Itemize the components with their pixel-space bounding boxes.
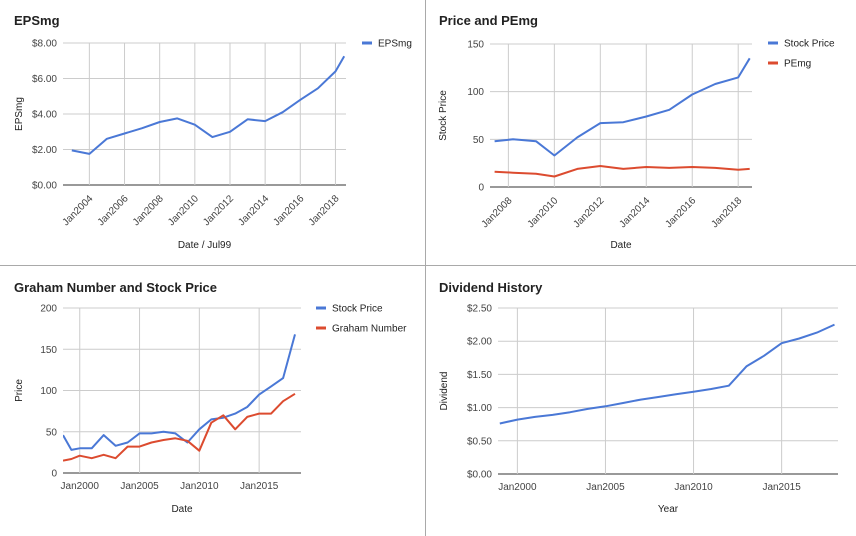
x-tick-label: Jan2012 — [201, 193, 236, 228]
chart-title: Price and PEmg — [439, 13, 538, 28]
x-tick-label: Jan2014 — [617, 195, 652, 230]
dividend-chart-panel: Dividend History $0.00 $0.50 $1.00 $1.50 $2.0… — [426, 266, 856, 536]
y-tick-label: $0.00 — [467, 470, 492, 481]
price-pe-chart: Price and PEmg 0 50 100 150 Jan2008 Jan2010 Jan… — [438, 13, 835, 251]
graham-chart: Graham Number and Stock Price 0 50 100 150 20… — [14, 280, 407, 515]
y-tick-label: $2.50 — [467, 304, 492, 315]
x-tick-label: Jan2008 — [131, 193, 166, 228]
chart-title: Dividend History — [439, 280, 543, 295]
y-tick-label: 0 — [478, 183, 484, 194]
price-pe-chart-panel: Price and PEmg 0 50 100 150 Jan2008 Jan2010 Jan… — [426, 0, 856, 265]
x-tick-label: Jan2010 — [526, 195, 561, 230]
x-tick-label: Jan2000 — [61, 481, 100, 492]
y-tick-label: 100 — [467, 87, 484, 98]
x-tick-label: Jan2015 — [240, 481, 279, 492]
x-tick-label: Jan2005 — [586, 482, 625, 493]
legend-label: PEmg — [784, 59, 811, 70]
x-tick-label: Jan2016 — [272, 193, 307, 228]
x-axis-title: Date — [171, 504, 193, 515]
y-tick-label: $6.00 — [32, 74, 57, 85]
legend-label: Stock Price — [784, 39, 835, 50]
x-tick-label: Jan2010 — [180, 481, 219, 492]
x-tick-label: Jan2000 — [498, 482, 537, 493]
y-tick-label: $1.50 — [467, 370, 492, 381]
x-tick-label: Jan2008 — [480, 195, 515, 230]
series-line-pemg — [494, 165, 750, 178]
y-tick-label: 100 — [40, 386, 57, 397]
x-axis-title: Date — [610, 240, 632, 251]
x-axis-title: Date / Jul99 — [178, 240, 232, 251]
x-tick-label: Jan2004 — [61, 193, 96, 228]
chart-title: EPSmg — [14, 13, 60, 28]
y-tick-label: 200 — [40, 304, 57, 315]
chart-title: Graham Number and Stock Price — [14, 280, 217, 295]
x-tick-label: Jan2018 — [307, 193, 342, 228]
graham-chart-panel: Graham Number and Stock Price 0 50 100 150 20… — [0, 266, 425, 536]
x-tick-label: Jan2015 — [762, 482, 801, 493]
y-tick-label: 150 — [40, 345, 57, 356]
y-tick-label: $8.00 — [32, 39, 57, 50]
series-line-stock-price — [63, 334, 296, 451]
legend-label: EPSmg — [378, 39, 412, 50]
series-line-dividend — [499, 323, 835, 425]
y-tick-label: $2.00 — [467, 337, 492, 348]
x-tick-label: Jan2012 — [572, 195, 607, 230]
horizontal-divider — [0, 265, 856, 266]
x-tick-label: Jan2018 — [709, 195, 744, 230]
y-tick-label: 50 — [46, 427, 58, 438]
legend-label: Stock Price — [332, 304, 383, 315]
vertical-divider — [425, 0, 426, 536]
y-tick-label: $1.00 — [467, 403, 492, 414]
series-line-graham-number — [63, 392, 296, 462]
eps-chart-panel: EPSmg $0.00 $2.00 $4.00 $6.00 $8.00 Jan2004 Jan… — [0, 0, 425, 265]
y-axis-title: EPSmg — [14, 97, 25, 131]
y-axis-title: Price — [14, 379, 25, 402]
x-tick-label: Jan2016 — [663, 195, 698, 230]
y-tick-label: $0.50 — [467, 436, 492, 447]
series-line-stock-price — [494, 57, 751, 157]
x-tick-label: Jan2010 — [674, 482, 713, 493]
y-tick-label: $0.00 — [32, 181, 57, 192]
x-tick-label: Jan2005 — [120, 481, 159, 492]
y-axis-title: Stock Price — [438, 90, 449, 141]
x-axis-title: Year — [658, 504, 679, 515]
dividend-chart: Dividend History $0.00 $0.50 $1.00 $1.50 $2.0… — [439, 280, 838, 515]
y-axis-title: Dividend — [439, 372, 450, 411]
series-line-epsmg — [71, 55, 346, 155]
y-tick-label: $2.00 — [32, 145, 57, 156]
y-tick-label: 0 — [51, 469, 57, 480]
y-tick-label: 150 — [467, 40, 484, 51]
x-tick-label: Jan2010 — [166, 193, 201, 228]
y-tick-label: $4.00 — [32, 110, 57, 121]
legend-label: Graham Number — [332, 324, 407, 335]
y-tick-label: 50 — [473, 135, 485, 146]
x-tick-label: Jan2006 — [96, 193, 131, 228]
x-tick-label: Jan2014 — [236, 193, 271, 228]
